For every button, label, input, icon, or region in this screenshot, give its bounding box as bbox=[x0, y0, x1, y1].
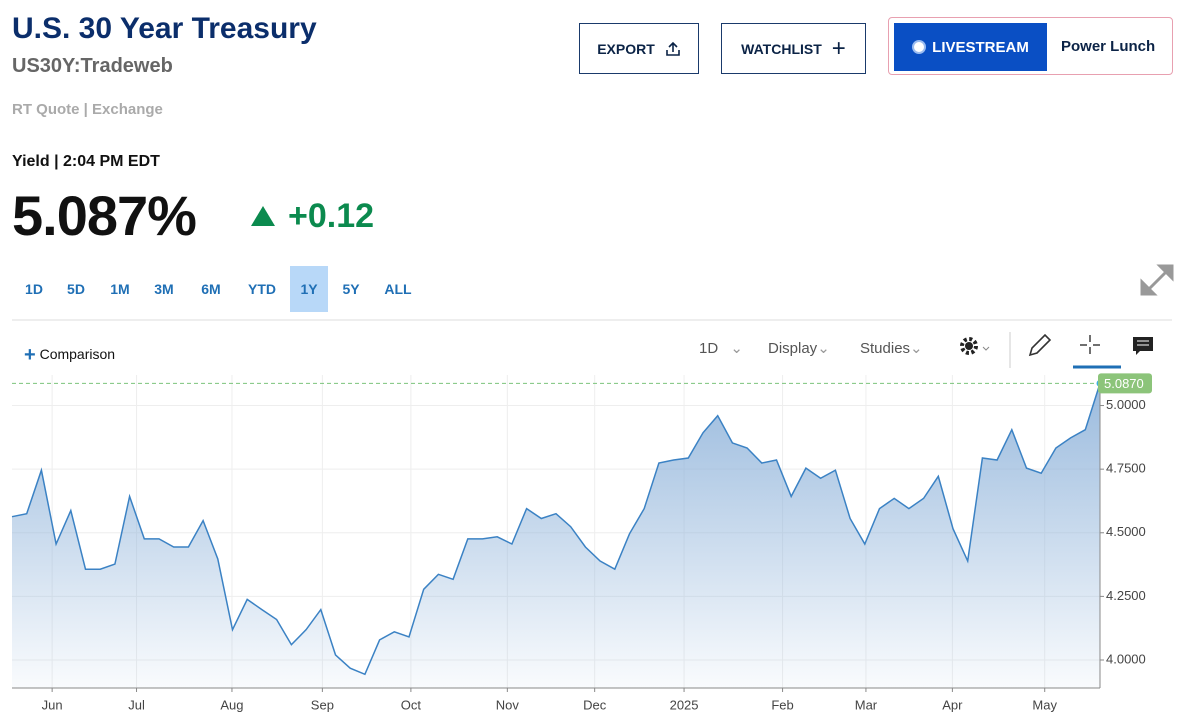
change: +0.12 bbox=[288, 197, 375, 235]
x-tick-label: 2025 bbox=[670, 697, 699, 712]
gear-icon[interactable] bbox=[960, 337, 990, 355]
y-tick-label: 4.5000 bbox=[1106, 524, 1146, 539]
symbol: US30Y:Tradeweb bbox=[12, 55, 173, 77]
export-button[interactable]: EXPORT bbox=[579, 23, 699, 74]
x-tick-label: Jul bbox=[128, 697, 145, 712]
display-menu[interactable]: Display⌄ bbox=[768, 340, 830, 357]
x-tick-label: Aug bbox=[220, 697, 243, 712]
crosshair-icon[interactable] bbox=[1080, 335, 1100, 354]
range-button[interactable]: ALL bbox=[384, 281, 412, 297]
label: Studies bbox=[860, 340, 911, 357]
x-tick-label: Jun bbox=[42, 697, 63, 712]
range-button[interactable]: 5D bbox=[67, 281, 85, 297]
pencil-icon[interactable] bbox=[1028, 333, 1052, 357]
label: Comparison bbox=[39, 346, 116, 362]
livestream-button[interactable]: LIVESTREAM bbox=[894, 23, 1047, 71]
show-name: Power Lunch bbox=[1061, 38, 1156, 55]
studies-menu[interactable]: Studies⌄ bbox=[860, 340, 923, 357]
line bbox=[11, 383, 1101, 676]
x-tick-label: May bbox=[1032, 697, 1057, 712]
current-label-bg bbox=[1098, 373, 1152, 394]
x-tick-label: Dec bbox=[583, 697, 607, 712]
comparison-button[interactable]: + Comparison bbox=[24, 344, 115, 367]
y-tick-label: 5.0000 bbox=[1106, 397, 1146, 412]
x-tick-label: Mar bbox=[855, 697, 878, 712]
livestream-box[interactable]: LIVESTREAM Power Lunch bbox=[888, 17, 1173, 75]
label: WATCHLIST bbox=[741, 40, 822, 57]
range-button[interactable]: 5Y bbox=[342, 281, 360, 297]
range-button[interactable]: 1M bbox=[110, 281, 130, 297]
interval-menu[interactable]: 1D ⌄ bbox=[699, 340, 743, 357]
label: LIVESTREAM bbox=[932, 38, 1029, 56]
range-button[interactable]: 1D bbox=[25, 281, 43, 297]
live-dot bbox=[912, 40, 927, 54]
label: EXPORT bbox=[597, 40, 655, 57]
area bbox=[12, 383, 1100, 688]
range-button[interactable]: 6M bbox=[201, 281, 221, 297]
price: 5.087% bbox=[12, 184, 197, 247]
y-tick-label: 4.0000 bbox=[1106, 651, 1146, 666]
label: Display bbox=[768, 340, 818, 357]
label: 1D bbox=[699, 340, 719, 357]
up-arrow bbox=[251, 206, 275, 226]
range-button[interactable]: 1Y bbox=[290, 266, 328, 312]
quote-source: RT Quote | Exchange bbox=[12, 101, 163, 118]
x-tick-label: Oct bbox=[401, 697, 422, 712]
x-tick-label: Feb bbox=[771, 697, 793, 712]
x-tick-label: Apr bbox=[942, 697, 963, 712]
y-tick-label: 4.7500 bbox=[1106, 461, 1146, 476]
current-label: 5.0870 bbox=[1104, 376, 1144, 391]
x-tick-label: Nov bbox=[496, 697, 520, 712]
yield-label: Yield | 2:04 PM EDT bbox=[12, 153, 160, 170]
title: U.S. 30 Year Treasury bbox=[12, 12, 317, 45]
range-button[interactable]: 3M bbox=[154, 281, 174, 297]
plus-icon: + bbox=[24, 344, 36, 366]
plus-icon: + bbox=[831, 34, 846, 62]
watchlist-button[interactable]: WATCHLIST + bbox=[721, 23, 866, 74]
comment-icon[interactable] bbox=[1133, 337, 1153, 355]
y-tick-label: 4.2500 bbox=[1106, 588, 1146, 603]
expand-icon[interactable] bbox=[1140, 264, 1174, 296]
range-button[interactable]: YTD bbox=[248, 281, 276, 297]
x-tick-label: Sep bbox=[311, 697, 334, 712]
upload-icon bbox=[665, 41, 680, 56]
